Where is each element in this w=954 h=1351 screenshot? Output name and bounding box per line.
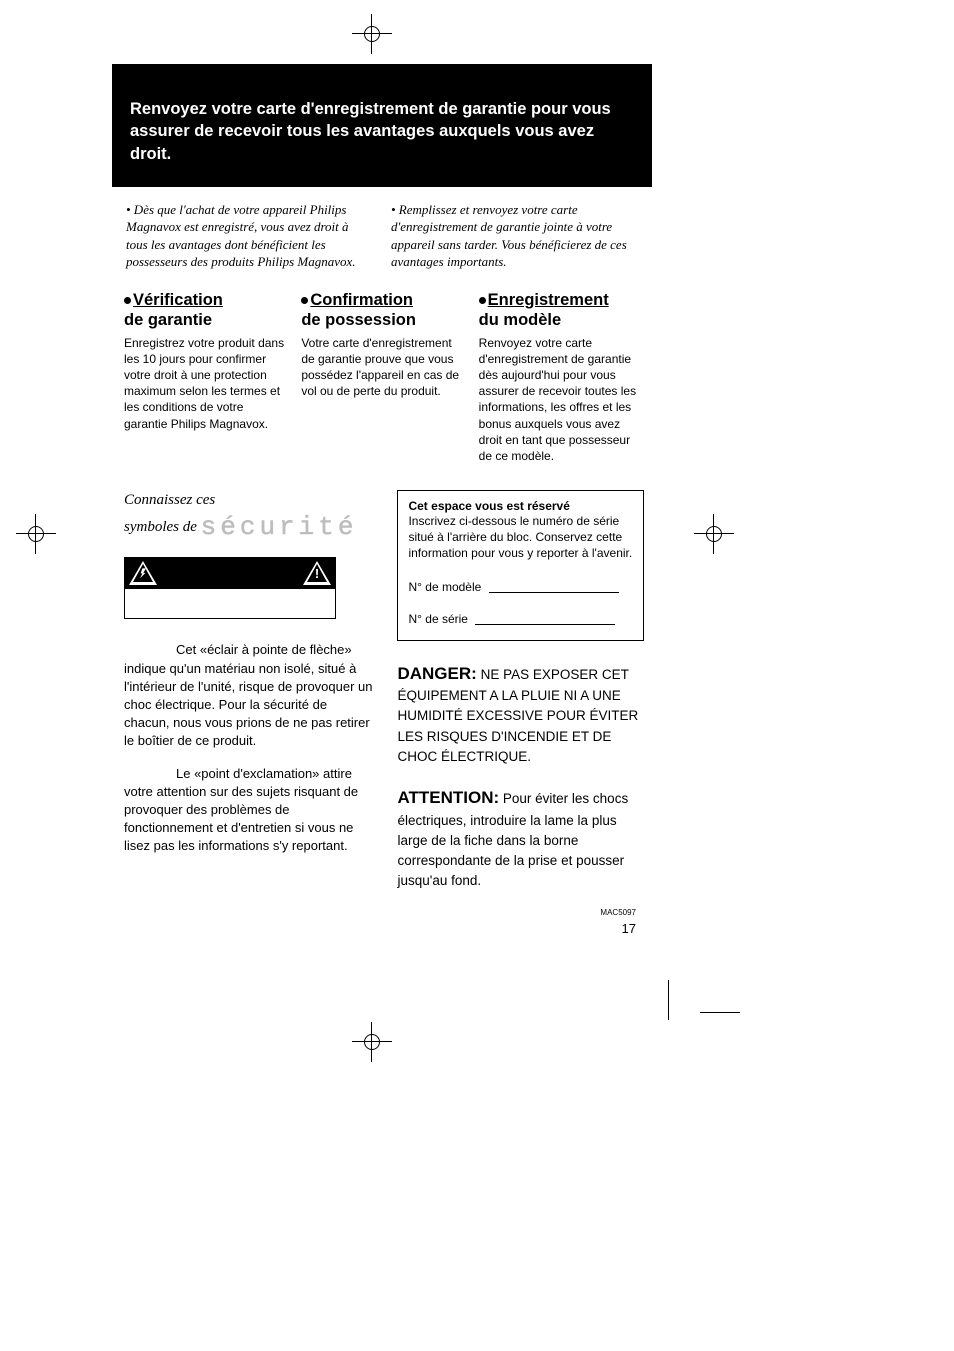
danger-label: DANGER: bbox=[397, 664, 476, 683]
bullet-dot-icon bbox=[301, 297, 308, 304]
warning-strip-blank bbox=[125, 588, 335, 618]
bullet-dot-icon bbox=[124, 297, 131, 304]
intro-bullets: • Dès que l'achat de votre appareil Phil… bbox=[112, 201, 652, 271]
exclamation-triangle-icon bbox=[303, 561, 331, 585]
bullet-right-text: • Remplissez et renvoyez votre carte d'e… bbox=[391, 201, 638, 271]
registration-mark-left bbox=[22, 520, 50, 548]
attention-label: ATTENTION: bbox=[397, 788, 499, 807]
page-content: Renvoyez votre carte d'enregistrement de… bbox=[112, 64, 652, 936]
col-b-body: Votre carte d'enregistrement de garantie… bbox=[301, 335, 466, 400]
col-c-body: Renvoyez votre carte d'enregistrement de… bbox=[479, 335, 644, 465]
col-enregistrement: Enregistrement du modèle Renvoyez votre … bbox=[479, 291, 644, 464]
bullet-left: • Dès que l'achat de votre appareil Phil… bbox=[126, 201, 373, 271]
lower-section: Connaissez ces symboles de sécurité Cet … bbox=[112, 490, 652, 936]
symbols-heading: Connaissez ces symboles de sécurité bbox=[124, 490, 375, 545]
model-label: N° de modèle bbox=[408, 580, 481, 594]
warning-symbol-box bbox=[124, 557, 336, 619]
header-band: Renvoyez votre carte d'enregistrement de… bbox=[112, 64, 652, 187]
col-a-head: Vérification de garantie bbox=[124, 291, 289, 331]
serial-number-field: N° de série bbox=[408, 612, 633, 626]
three-columns: Vérification de garantie Enregistrez vot… bbox=[112, 291, 652, 464]
symbol-para1-a: Cet «éclair à pointe de flèche» indique … bbox=[124, 642, 356, 675]
symbol-para-2: Le «point d'exclamation» attire votre at… bbox=[124, 765, 375, 856]
reserved-space-box: Cet espace vous est réservé Inscrivez ci… bbox=[397, 490, 644, 641]
lightning-triangle-icon bbox=[129, 561, 157, 585]
col-b-title-u: Confirmation bbox=[310, 291, 413, 309]
col-a-body: Enregistrez votre produit dans les 10 jo… bbox=[124, 335, 289, 432]
reserved-head: Cet espace vous est réservé bbox=[408, 499, 633, 513]
band-text: Renvoyez votre carte d'enregistrement de… bbox=[130, 98, 634, 165]
col-b-title-rest: de possession bbox=[301, 311, 416, 329]
symbol-para-1: Cet «éclair à pointe de flèche» indique … bbox=[124, 641, 375, 750]
col-a-title-u: Vérification bbox=[133, 291, 223, 309]
attention-block: ATTENTION: Pour éviter les chocs électri… bbox=[397, 785, 644, 892]
crop-mark bbox=[668, 980, 669, 1020]
bullet-left-text: • Dès que l'achat de votre appareil Phil… bbox=[126, 201, 373, 271]
lower-right: Cet espace vous est réservé Inscrivez ci… bbox=[397, 490, 644, 936]
securite-word: sécurité bbox=[201, 512, 358, 542]
symbol-para1-b: l'intérieur de l'unité, risque de provoq… bbox=[124, 679, 373, 749]
crop-mark bbox=[700, 1012, 740, 1013]
model-input-line[interactable] bbox=[489, 592, 619, 593]
danger-block: DANGER: NE PAS EXPOSER CET ÉQUIPEMENT A … bbox=[397, 661, 644, 768]
serial-label: N° de série bbox=[408, 612, 468, 626]
col-c-head: Enregistrement du modèle bbox=[479, 291, 644, 331]
page-number: 17 bbox=[397, 921, 644, 936]
col-a-title-rest: de garantie bbox=[124, 311, 212, 329]
bullet-dot-icon bbox=[479, 297, 486, 304]
footer-code: MAC5097 bbox=[397, 908, 644, 917]
symbols-line1: Connaissez ces bbox=[124, 492, 215, 508]
bullet-right: • Remplissez et renvoyez votre carte d'e… bbox=[391, 201, 638, 271]
registration-mark-right bbox=[700, 520, 728, 548]
lower-left: Connaissez ces symboles de sécurité Cet … bbox=[124, 490, 375, 936]
col-c-title-rest: du modèle bbox=[479, 311, 562, 329]
col-confirmation: Confirmation de possession Votre carte d… bbox=[301, 291, 466, 464]
col-b-head: Confirmation de possession bbox=[301, 291, 466, 331]
model-number-field: N° de modèle bbox=[408, 580, 633, 594]
reserved-text: Inscrivez ci-dessous le numéro de série … bbox=[408, 513, 633, 562]
symbols-line2-prefix: symboles de bbox=[124, 519, 197, 535]
warning-strip-icons bbox=[125, 558, 335, 588]
serial-input-line[interactable] bbox=[475, 624, 615, 625]
registration-mark-top bbox=[358, 20, 386, 48]
registration-mark-bottom bbox=[358, 1028, 386, 1056]
col-verification: Vérification de garantie Enregistrez vot… bbox=[124, 291, 289, 464]
col-c-title-u: Enregistrement bbox=[488, 291, 609, 309]
